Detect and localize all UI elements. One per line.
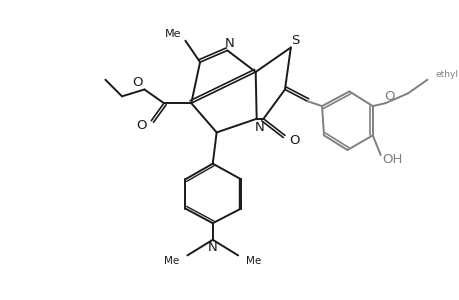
Text: ethyl: ethyl xyxy=(434,70,457,80)
Text: O: O xyxy=(289,134,299,147)
Text: O: O xyxy=(383,90,394,103)
Text: S: S xyxy=(291,34,299,47)
Text: O: O xyxy=(136,119,146,132)
Text: N: N xyxy=(224,37,234,50)
Text: Me: Me xyxy=(164,256,179,266)
Text: OH: OH xyxy=(381,153,402,166)
Text: O: O xyxy=(132,76,143,89)
Text: Me: Me xyxy=(246,256,261,266)
Text: N: N xyxy=(254,121,264,134)
Text: N: N xyxy=(207,241,217,254)
Text: Me: Me xyxy=(165,29,181,39)
